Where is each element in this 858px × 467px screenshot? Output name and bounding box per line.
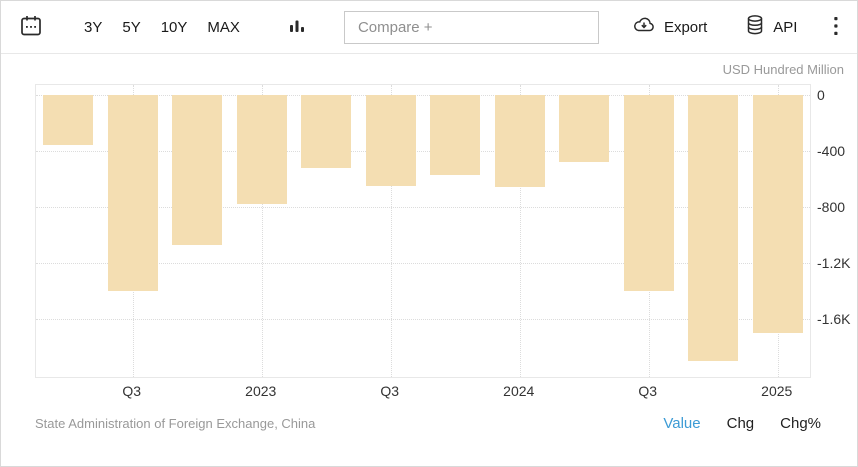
y-tick-label: 0 <box>817 87 825 103</box>
h-gridline <box>36 207 810 208</box>
export-button[interactable]: Export <box>632 16 707 38</box>
api-label: API <box>773 18 798 36</box>
y-tick-label: -800 <box>817 199 846 215</box>
v-gridline <box>519 85 521 377</box>
toolbar: 3Y 5Y 10Y MAX <box>1 1 857 54</box>
range-10y-button[interactable]: 10Y <box>160 18 188 36</box>
bar-2022-Q2[interactable] <box>43 95 94 146</box>
y-tick-label: -1.2K <box>817 255 851 271</box>
date-range-picker-button[interactable] <box>20 14 42 41</box>
v-gridline <box>390 85 392 377</box>
bar-chart-icon <box>288 17 306 38</box>
data-source-label: State Administration of Foreign Exchange… <box>35 416 316 431</box>
y-axis: 0 -400 -800 -1.2K -1.6K <box>811 84 857 378</box>
tab-value[interactable]: Value <box>663 415 701 432</box>
bar-2025-Q1[interactable] <box>752 95 803 333</box>
kebab-menu-icon <box>833 15 839 40</box>
plot-area <box>35 84 811 378</box>
bar-2022-Q4[interactable] <box>172 95 223 245</box>
chart-type-button[interactable] <box>288 17 306 38</box>
bar-2023-Q3[interactable] <box>365 95 416 186</box>
x-tick-label: 2023 <box>245 383 277 399</box>
bar-2022-Q3[interactable] <box>107 95 158 291</box>
bar-2023-Q1[interactable] <box>236 95 287 205</box>
bar-2023-Q4[interactable] <box>430 95 481 175</box>
range-5y-button[interactable]: 5Y <box>122 18 141 36</box>
bar-2023-Q2[interactable] <box>301 95 352 168</box>
unit-label: USD Hundred Million <box>722 62 844 77</box>
tab-chg-pct[interactable]: Chg% <box>780 415 821 432</box>
tab-chg[interactable]: Chg <box>726 415 755 432</box>
bar-2024-Q4[interactable] <box>688 95 739 361</box>
footer: State Administration of Foreign Exchange… <box>35 415 821 432</box>
x-tick-label: Q3 <box>122 383 142 399</box>
chart-region: USD Hundred Million 0 -400 -800 -1.2K -1.6K … <box>1 62 857 402</box>
h-gridline <box>36 319 810 320</box>
compare-input-box[interactable] <box>343 10 599 44</box>
range-selector: 3Y 5Y 10Y MAX <box>82 17 242 38</box>
x-tick-label: Q3 <box>380 383 400 399</box>
more-options-button[interactable] <box>829 11 843 44</box>
h-gridline <box>36 263 810 264</box>
v-gridline <box>261 85 263 377</box>
x-tick-label: 2024 <box>503 383 535 399</box>
api-button[interactable]: API <box>745 14 797 40</box>
y-tick-label: -400 <box>817 143 846 159</box>
x-axis: Q3 2023 Q3 2024 Q3 2025 <box>35 378 811 402</box>
bar-2024-Q1[interactable] <box>494 95 545 188</box>
cloud-download-icon <box>632 16 656 38</box>
x-tick-label: 2025 <box>761 383 793 399</box>
y-tick-label: -1.6K <box>817 311 851 327</box>
export-label: Export <box>663 18 708 36</box>
bar-2024-Q2[interactable] <box>559 95 610 163</box>
value-mode-tabs: Value Chg Chg% <box>663 415 821 432</box>
database-icon <box>745 14 765 40</box>
h-gridline <box>36 95 810 96</box>
h-gridline <box>36 151 810 152</box>
calendar-icon <box>20 14 42 41</box>
range-3y-button[interactable]: 3Y <box>84 18 103 36</box>
x-tick-label: Q3 <box>638 383 658 399</box>
bar-2024-Q3[interactable] <box>623 95 674 291</box>
compare-input[interactable] <box>357 18 578 36</box>
range-max-button[interactable]: MAX <box>207 18 240 36</box>
